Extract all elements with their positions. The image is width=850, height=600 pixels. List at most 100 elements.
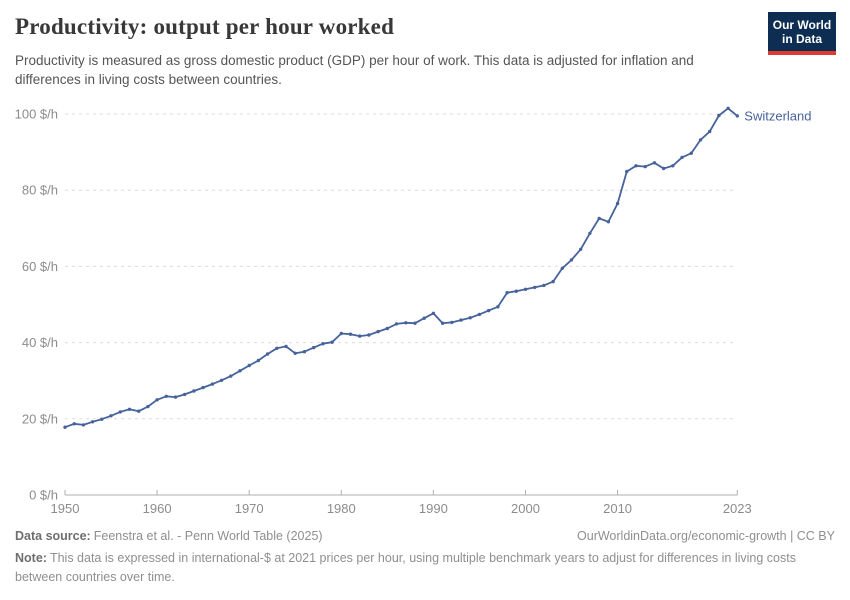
data-point (661, 166, 666, 171)
x-axis-label: 1960 (143, 501, 172, 516)
data-point (652, 161, 657, 165)
y-gridlines (65, 113, 738, 420)
data-point (615, 201, 620, 206)
data-source-text: Feenstra et al. - Penn World Table (2025… (93, 529, 323, 543)
data-point (486, 308, 491, 313)
data-point (210, 382, 215, 386)
data-point (173, 395, 178, 399)
series-switzerland: Switzerland (63, 106, 812, 429)
x-axis-label: 1990 (419, 501, 448, 516)
y-axis-label: 20 $/h (22, 411, 58, 426)
data-point (597, 216, 601, 221)
data-point (404, 321, 408, 325)
data-point (137, 409, 141, 413)
x-axis-label: 1980 (327, 501, 356, 516)
data-point (192, 389, 196, 393)
x-axis-label: 1950 (51, 501, 80, 516)
owid-link[interactable]: OurWorldinData.org/economic-growth | CC … (577, 529, 835, 543)
x-axis: 1950 1960 1970 1980 1990 2000 2010 2023 (51, 490, 752, 516)
data-point (634, 164, 638, 168)
data-point (514, 289, 518, 293)
data-point (229, 374, 233, 378)
data-point (726, 106, 730, 111)
data-point (72, 422, 76, 426)
chart-note-text: This data is expressed in international-… (15, 551, 796, 584)
data-point (680, 155, 684, 160)
data-point (63, 425, 67, 429)
owid-logo-line2: in Data (781, 32, 822, 46)
data-point (155, 398, 159, 402)
data-source: Data source: Feenstra et al. - Penn World… (15, 527, 323, 546)
data-point (201, 385, 205, 390)
data-point (81, 423, 86, 427)
data-point (275, 346, 279, 350)
data-point (542, 283, 546, 288)
y-axis-label: 100 $/h (15, 107, 58, 122)
data-source-label: Data source: (15, 529, 91, 543)
data-point (569, 258, 574, 262)
data-point (450, 320, 454, 325)
data-point (90, 420, 95, 424)
data-point (247, 363, 251, 368)
data-point (127, 407, 132, 411)
data-point (496, 305, 500, 309)
data-point (413, 321, 417, 325)
data-point (284, 344, 288, 349)
data-point (708, 129, 712, 134)
data-point (698, 138, 703, 142)
data-point (219, 378, 224, 382)
data-point (477, 312, 482, 317)
y-axis-label: 40 $/h (22, 335, 58, 350)
data-point (440, 321, 445, 325)
data-point (339, 331, 343, 336)
data-point (468, 316, 472, 320)
data-point (671, 164, 675, 168)
data-point (265, 352, 270, 356)
data-point (523, 287, 528, 291)
data-point (100, 417, 104, 421)
data-point (376, 329, 380, 334)
x-axis-label: 2023 (723, 501, 752, 516)
data-point (312, 345, 316, 350)
data-point (330, 340, 334, 344)
data-point (256, 358, 261, 363)
data-point (717, 113, 721, 118)
y-axis-label: 80 $/h (22, 183, 58, 198)
data-point (459, 318, 463, 322)
data-point (385, 326, 389, 331)
data-point (164, 394, 168, 398)
data-point (109, 414, 113, 418)
data-point (358, 334, 362, 338)
data-point (321, 342, 325, 346)
chart-subtitle: Productivity is measured as gross domest… (15, 53, 694, 87)
data-point (431, 311, 436, 315)
x-axis-label: 2010 (603, 501, 632, 516)
data-point (625, 169, 629, 174)
data-point (394, 322, 399, 326)
x-axis-label: 1970 (235, 501, 264, 516)
data-point (606, 220, 611, 224)
y-axis-label: 0 $/h (29, 488, 58, 503)
chart-note-label: Note: (15, 551, 47, 565)
data-point (367, 333, 371, 337)
data-point (118, 410, 123, 414)
data-point (505, 291, 509, 295)
data-point (735, 114, 739, 118)
data-point (238, 369, 242, 373)
data-point (643, 164, 647, 169)
data-point (588, 231, 592, 235)
line-chart: 0 $/h 20 $/h 40 $/h 60 $/h 80 $/h 100 $/h 1950… (15, 106, 812, 517)
data-point (293, 351, 297, 355)
data-point (533, 285, 537, 290)
y-axis-label: 60 $/h (22, 259, 58, 274)
data-point (560, 266, 564, 270)
data-point (422, 316, 426, 320)
data-point (146, 404, 150, 409)
owid-logo: Our World in Data (768, 12, 836, 55)
owid-logo-line1: Our World (772, 18, 832, 32)
chart-note: Note: This data is expressed in internati… (15, 549, 825, 587)
x-axis-label: 2000 (511, 501, 540, 516)
chart-footer: Data source: Feenstra et al. - Penn World… (15, 527, 835, 587)
page-title: Productivity: output per hour worked (15, 14, 395, 39)
data-point (579, 247, 583, 251)
